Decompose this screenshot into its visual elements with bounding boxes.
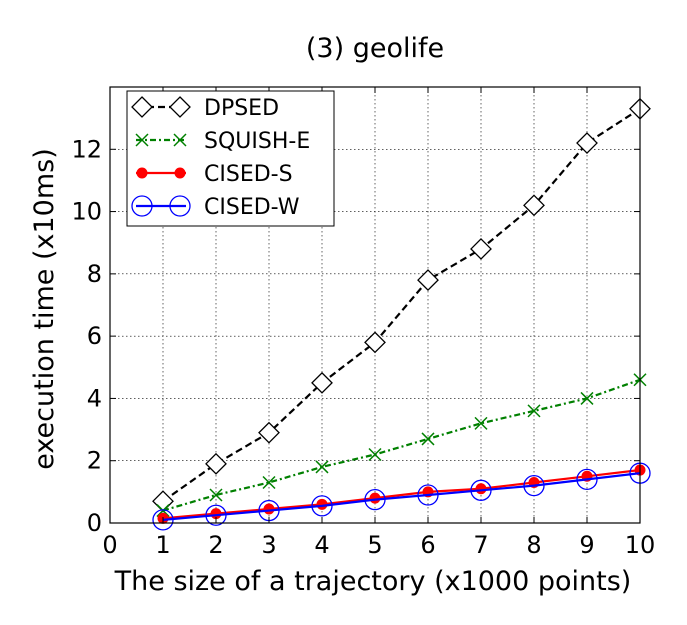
marker-stroke [135,133,149,147]
data-point [369,492,381,504]
data-point [152,490,174,513]
marker-stroke [368,447,382,462]
x-tick-label: 5 [367,531,382,559]
series-line [162,107,641,503]
data-point [417,484,439,506]
data-point [475,483,487,495]
data-point [316,498,328,510]
x-tick-label: 6 [420,531,435,559]
y-tick-label: 6 [87,322,102,350]
marker-stroke [580,391,594,405]
marker-stroke [262,475,276,490]
marker-stroke [527,404,541,418]
data-point [417,269,439,292]
y-tick-label: 2 [87,447,102,475]
chart-title: (3) geolife [306,33,444,64]
marker-stroke [173,133,187,147]
data-point [470,238,492,260]
x-tick-label: 2 [208,531,223,559]
series-squish-e [156,373,647,518]
legend-marker [173,133,187,147]
data-point [364,331,386,354]
data-point [258,421,280,444]
data-point [576,468,598,491]
marker-stroke [421,432,435,446]
series-line [162,378,641,512]
y-tick-label: 8 [87,260,102,288]
marker-stroke [315,460,329,474]
data-point [368,447,382,462]
data-point [263,503,275,515]
series-cised-w [152,462,651,531]
x-tick-label: 3 [261,531,276,559]
legend-label: CISED-W [204,195,300,220]
data-point [152,509,174,531]
data-point [421,432,435,446]
series-line [162,472,641,521]
legend-marker [169,96,191,118]
x-tick-label: 8 [526,531,541,559]
series-dpsed [152,97,651,513]
series-layer [152,97,651,531]
legend-marker [131,195,153,217]
x-tick-label: 7 [473,531,488,559]
data-point [470,479,492,501]
x-tick-label: 10 [625,531,656,559]
legend-label: CISED-S [204,162,293,187]
y-axis-label: execution time (x10ms) [29,148,60,470]
legend-label: DPSED [204,96,279,121]
data-point [523,474,545,497]
y-tick-label: 0 [87,509,102,537]
data-point [523,194,545,217]
marker-stroke [474,416,488,430]
x-tick-label: 1 [155,531,170,559]
legend-box [126,90,335,227]
legend-marker [169,195,191,217]
legend-marker [135,133,149,147]
y-tick-label: 4 [87,384,102,412]
marker-stroke [209,488,223,502]
data-point [205,452,227,475]
data-point [315,460,329,474]
data-point [576,132,598,154]
data-point [262,475,276,490]
data-point [311,495,333,517]
y-tick-label: 12 [71,135,102,163]
data-point [311,371,333,394]
legend-marker [174,167,186,179]
data-point [364,488,386,511]
marker-stroke [156,504,170,518]
x-axis-label: The size of a trajectory (x1000 points) [114,566,632,597]
data-point [156,504,170,518]
x-tick-label: 0 [102,531,117,559]
series-line [162,468,641,520]
legend-label: SQUISH-E [204,129,310,154]
x-tick-label: 9 [579,531,594,559]
x-tick-label: 4 [314,531,329,559]
legend-marker [136,167,148,179]
legend: DPSED SQUISH-E CISED-S CISED-W [126,90,335,227]
data-point [205,504,227,526]
data-point [580,391,594,405]
data-point [527,404,541,418]
legend-marker [131,96,153,118]
data-point [474,416,488,430]
data-point [209,488,223,502]
y-tick-label: 10 [71,198,102,226]
